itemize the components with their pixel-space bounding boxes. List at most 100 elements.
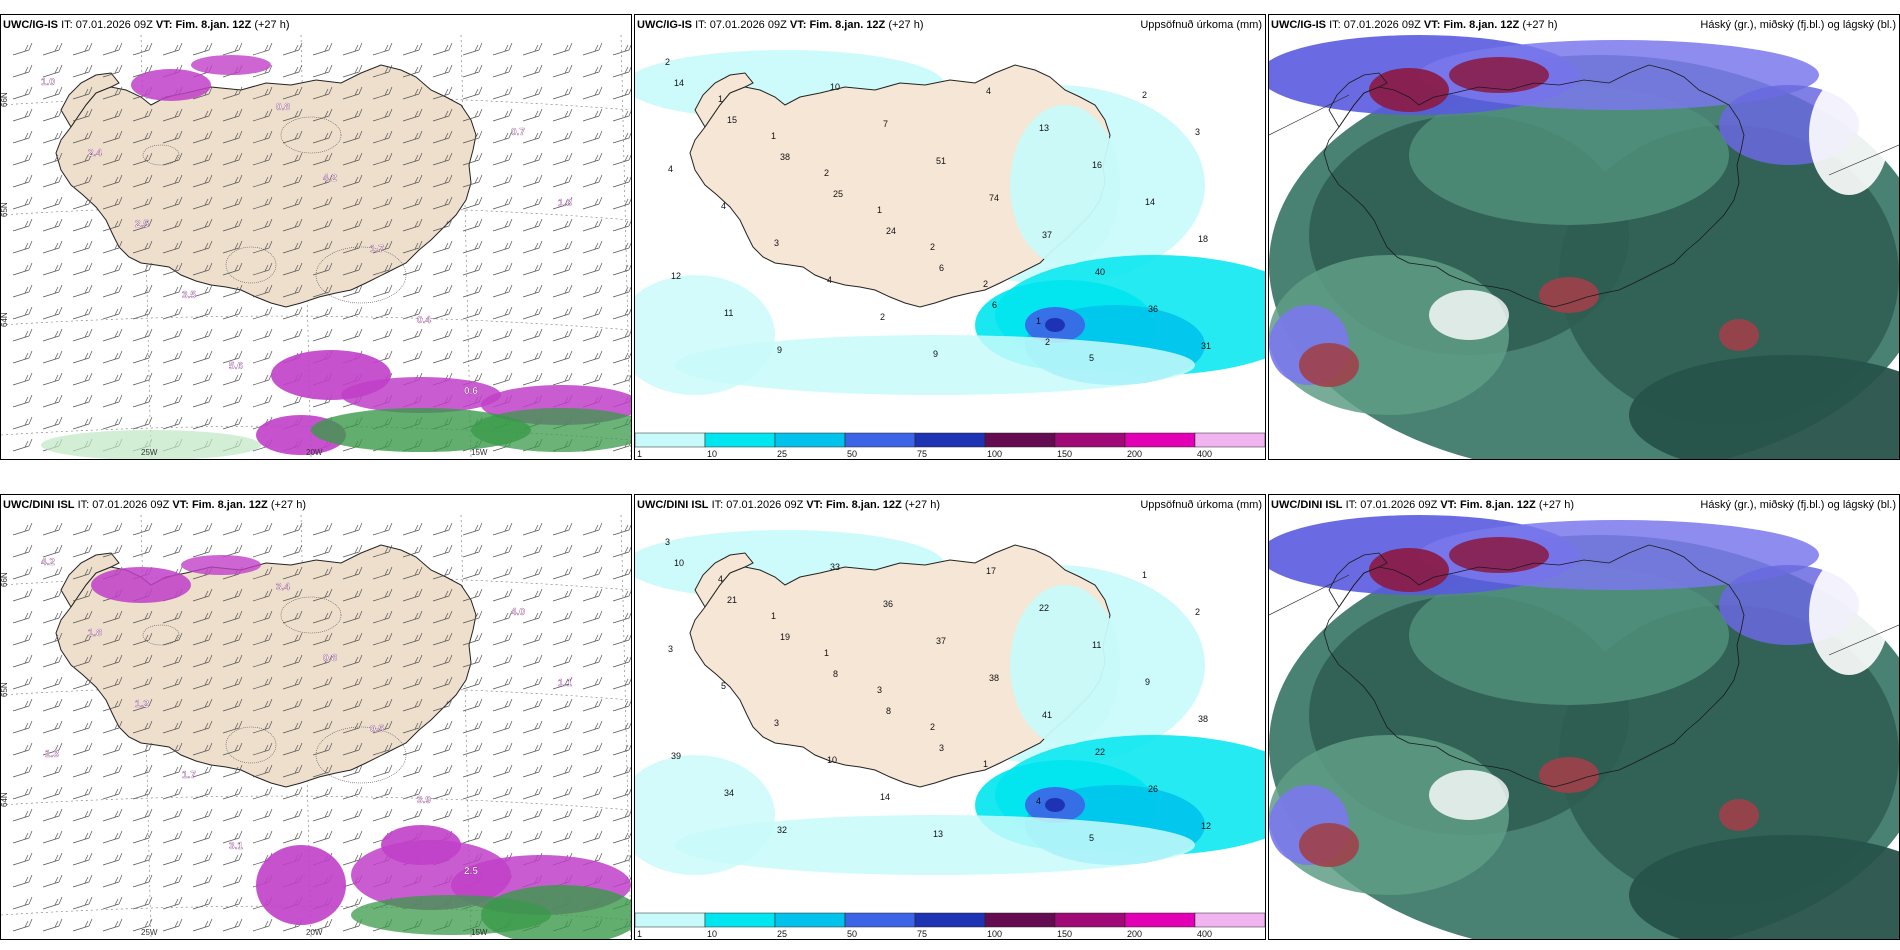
wind-barb	[312, 544, 333, 558]
wind-barb	[282, 240, 303, 254]
wind-barb	[372, 544, 393, 558]
precip-amount-label: 5	[1089, 353, 1094, 363]
wind-barb	[252, 566, 273, 580]
wind-barb	[222, 830, 243, 844]
wind-barb	[72, 698, 93, 712]
wind-barb	[252, 808, 273, 822]
wind-barb	[582, 522, 603, 536]
wind-barb	[102, 262, 123, 276]
wind-barb	[312, 86, 333, 100]
wind-barb	[102, 372, 123, 386]
cloud-layer	[1409, 85, 1729, 225]
wind-barb	[282, 720, 303, 734]
wind-barb	[522, 284, 543, 298]
wind-barb	[252, 284, 273, 298]
panel-header: UWC/DINI ISL IT: 07.01.2026 09Z VT: Fim.…	[1269, 495, 1899, 515]
wind-barb	[372, 306, 393, 320]
wind-barb	[252, 522, 273, 536]
wind-barb	[312, 610, 333, 624]
colorbar-tick-label: 10	[707, 449, 717, 459]
wind-barb	[102, 174, 123, 188]
wind-barb	[432, 174, 453, 188]
wind-barb	[222, 42, 243, 56]
wind-barb	[222, 610, 243, 624]
wind-barb	[522, 86, 543, 100]
wind-barb	[552, 42, 573, 56]
wind-barb	[72, 218, 93, 232]
wind-barb	[552, 742, 573, 756]
colorbar-segment	[984, 912, 1056, 928]
wind-barb	[522, 742, 543, 756]
valid-time-label: VT:	[806, 499, 823, 511]
wind-barb	[282, 764, 303, 778]
wind-barb	[42, 522, 63, 536]
wind-barb	[252, 196, 273, 210]
precip-amount-label: 3	[665, 537, 670, 547]
wind-barb	[252, 830, 273, 844]
wind-barb	[162, 42, 183, 56]
precip-amount-label: 3	[668, 644, 673, 654]
wind-barb	[222, 720, 243, 734]
precip-value-label: 1.7	[182, 770, 196, 781]
wind-barb	[462, 566, 483, 580]
wind-barb	[522, 108, 543, 122]
wind-barb	[12, 588, 33, 602]
wind-barb	[612, 612, 631, 624]
wind-barb	[462, 86, 483, 100]
panel-title: Háský (gr.), miðský (fj.bl.) og lágský (…	[1700, 499, 1896, 511]
wind-barb	[162, 676, 183, 690]
wind-barb	[552, 328, 573, 342]
wind-barb	[492, 830, 513, 844]
wind-barb	[612, 546, 631, 558]
precip-amount-label: 39	[671, 751, 681, 761]
valid-time: Fim. 8.jan. 12Z	[1443, 19, 1520, 31]
wind-barb	[222, 174, 243, 188]
wind-barb	[312, 654, 333, 668]
shaded-area	[91, 567, 191, 603]
wind-barb	[282, 174, 303, 188]
wind-barb	[42, 874, 63, 888]
wind-barb	[462, 808, 483, 822]
wind-barb	[402, 328, 423, 342]
wind-barb	[612, 352, 631, 364]
wind-barb	[402, 632, 423, 646]
precip-amount-label: 2	[930, 242, 935, 252]
wind-barb	[612, 744, 631, 756]
wind-barb	[372, 786, 393, 800]
wind-barb	[342, 808, 363, 822]
wind-barb	[522, 328, 543, 342]
wind-barb	[42, 588, 63, 602]
wind-barb	[432, 218, 453, 232]
valid-time: Fim. 8.jan. 12Z	[191, 499, 268, 511]
wind-barb	[402, 808, 423, 822]
hatched-area	[225, 246, 277, 284]
wind-barb	[42, 86, 63, 100]
wind-barb	[102, 764, 123, 778]
wind-barb	[312, 42, 333, 56]
wind-barb	[42, 42, 63, 56]
wind-barb	[72, 566, 93, 580]
colorbar-segment	[704, 912, 776, 928]
wind-barb	[192, 42, 213, 56]
wind-barb	[162, 874, 183, 888]
wind-barb	[492, 152, 513, 166]
wind-barb	[252, 350, 273, 364]
precip-amount-label: 24	[886, 226, 896, 236]
colorbar-tick-label: 400	[1197, 449, 1212, 459]
valid-time: Fim. 8.jan. 12Z	[825, 499, 902, 511]
wind-barb	[252, 544, 273, 558]
wind-barb	[12, 240, 33, 254]
valid-time: Fim. 8.jan. 12Z	[175, 19, 252, 31]
colorbar-tick-label: 200	[1127, 449, 1142, 459]
wind-barb	[312, 218, 333, 232]
precip-amount-label: 31	[1201, 341, 1211, 351]
wind-barb	[402, 262, 423, 276]
wind-barb	[522, 786, 543, 800]
wind-barb	[12, 438, 33, 452]
precip-value-label: 4.0	[511, 607, 525, 618]
wind-barb	[402, 698, 423, 712]
precip-amount-label: 2	[824, 168, 829, 178]
wind-barb	[222, 654, 243, 668]
wind-barb	[492, 566, 513, 580]
wind-barb	[342, 306, 363, 320]
